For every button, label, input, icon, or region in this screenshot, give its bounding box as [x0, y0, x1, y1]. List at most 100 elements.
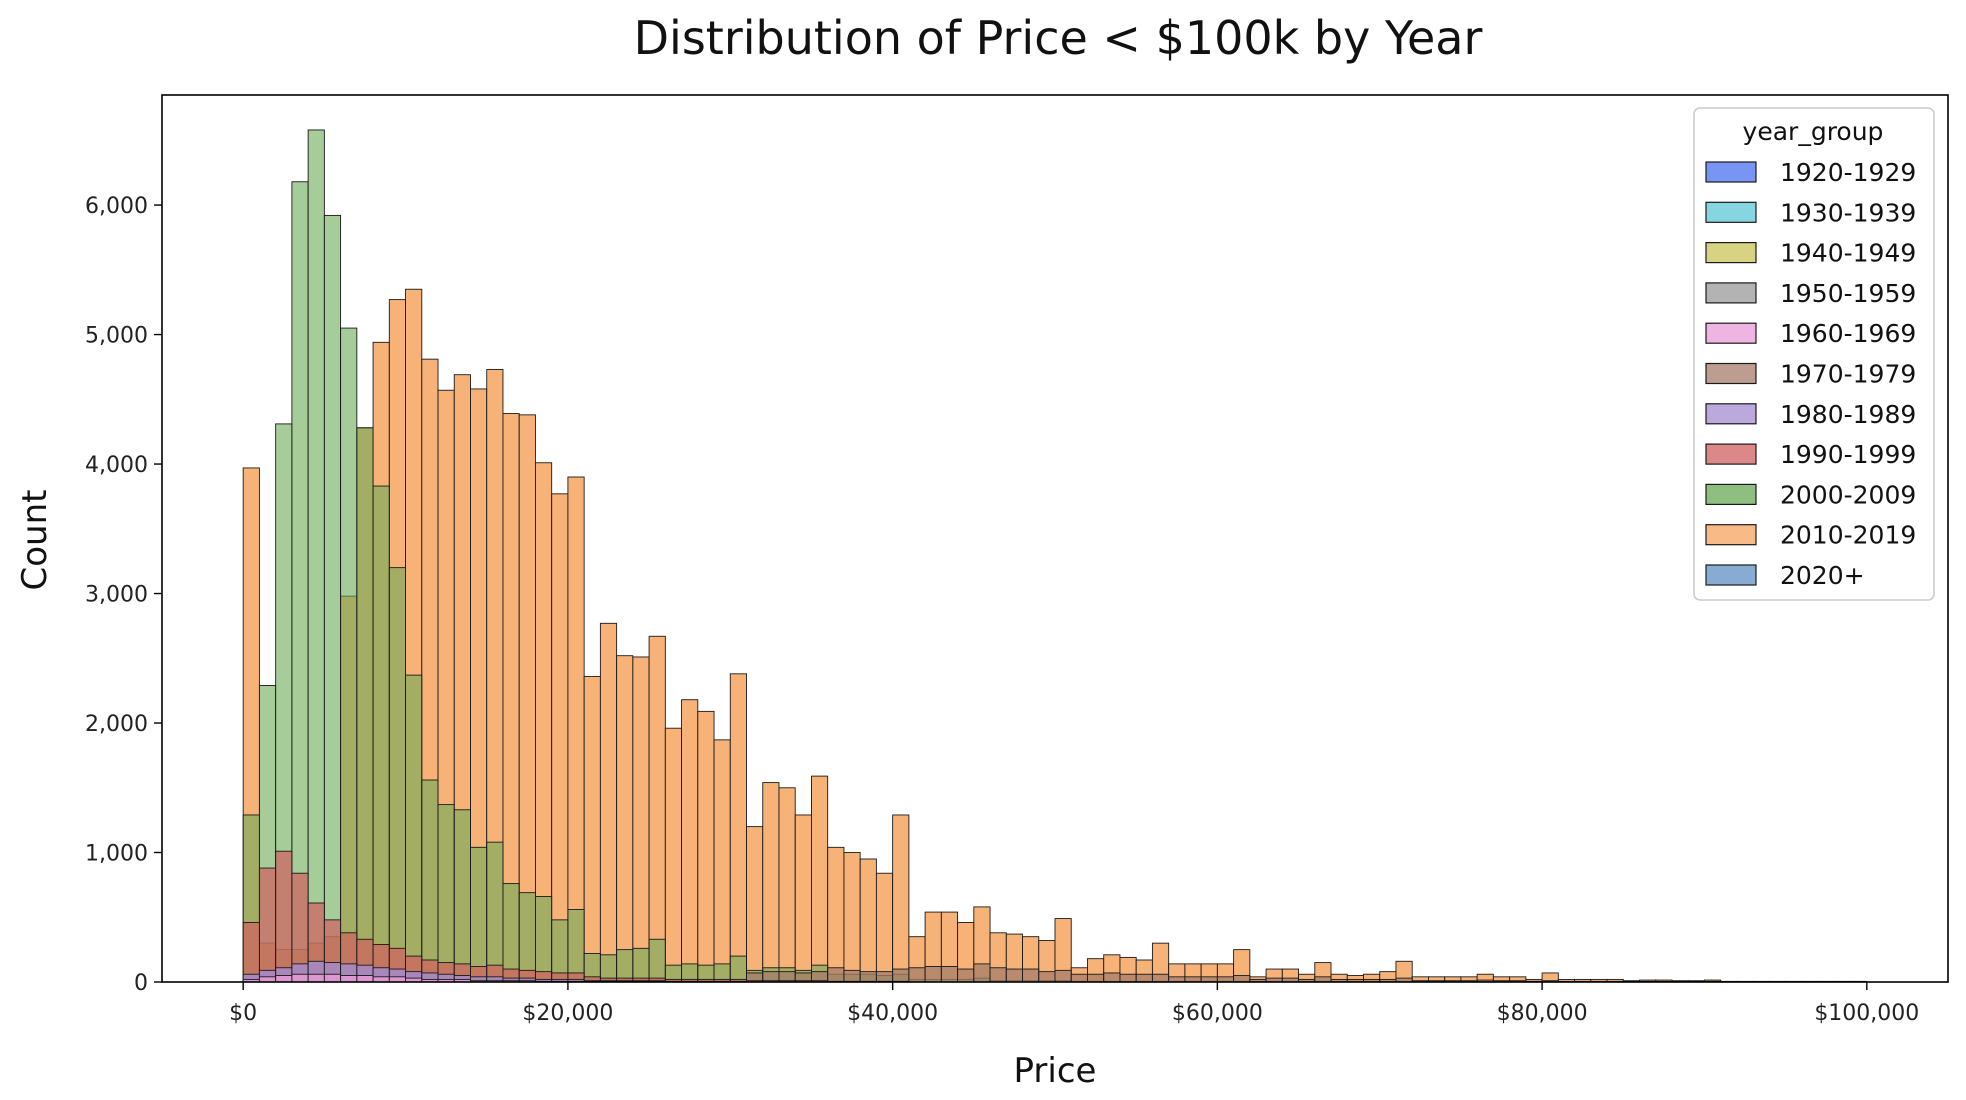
bar — [1087, 973, 1105, 983]
bar — [648, 635, 666, 983]
legend-swatch — [1705, 524, 1757, 546]
bar — [1119, 973, 1137, 983]
legend: year_group 1920-19291930-19391940-194919… — [1693, 107, 1935, 601]
x-axis: $0 $20,000 $40,000 $60,000 $80,000 $100,000 — [229, 982, 1919, 1026]
x-tick-label: $0 — [229, 1001, 257, 1026]
legend-label: 1930-1939 — [1780, 198, 1916, 227]
bar — [323, 973, 342, 983]
bar — [372, 485, 390, 983]
legend-label: 1960-1969 — [1780, 319, 1916, 348]
bar — [388, 567, 406, 983]
bar — [892, 814, 910, 983]
bar — [1054, 969, 1072, 983]
bar — [340, 975, 358, 983]
bar — [437, 804, 455, 983]
bar — [356, 427, 374, 983]
bar — [291, 181, 309, 983]
bar — [762, 782, 780, 983]
bar — [875, 971, 894, 983]
bar — [697, 710, 715, 983]
bar — [453, 809, 471, 983]
legend-label: 1950-1959 — [1780, 279, 1916, 308]
bar — [973, 963, 991, 983]
plot-frame — [161, 94, 1949, 983]
bar — [275, 975, 293, 983]
legend-entry: 2010-2019 — [1705, 521, 1916, 550]
bar — [1022, 968, 1040, 983]
bar — [1038, 971, 1056, 983]
legend-label: 1920-1929 — [1780, 158, 1916, 187]
bar — [1233, 975, 1251, 983]
legend-entry: 1920-1929 — [1705, 158, 1916, 187]
bar — [957, 968, 975, 983]
legend-label: 1990-1999 — [1780, 440, 1916, 469]
bar — [908, 967, 926, 983]
y-tick-label: 3,000 — [85, 583, 148, 608]
series-2000-2009 — [242, 129, 1559, 983]
chart-title: Distribution of Price < $100k by Year — [634, 11, 1483, 65]
bar — [859, 858, 877, 983]
y-tick-label: 0 — [134, 971, 148, 996]
bar — [892, 968, 910, 983]
legend-label: 2010-2019 — [1780, 521, 1916, 550]
legend-entry: 1990-1999 — [1705, 440, 1916, 469]
bar — [567, 476, 585, 983]
legend-swatch — [1705, 201, 1757, 223]
bar — [729, 673, 747, 983]
bar — [258, 867, 277, 983]
bar — [599, 622, 618, 983]
bar — [875, 872, 894, 983]
bar — [859, 971, 877, 983]
bar — [470, 846, 488, 983]
x-tick-label: $60,000 — [1172, 1001, 1263, 1026]
bar — [1103, 972, 1121, 983]
bar — [242, 921, 260, 983]
bar — [405, 674, 423, 983]
y-tick-label: 6,000 — [85, 194, 148, 219]
legend-entries: 1920-1929 1930-1939 1940-1949 1950-1959 1960… — [1705, 158, 1916, 590]
legend-swatch — [1705, 403, 1757, 425]
legend-entry: 2000-2009 — [1705, 480, 1916, 509]
bar — [486, 841, 504, 983]
bar — [827, 967, 845, 983]
bar — [811, 775, 829, 983]
x-tick-label: $20,000 — [522, 1001, 613, 1026]
bar — [340, 327, 358, 983]
legend-swatch — [1705, 282, 1757, 304]
bar — [534, 896, 553, 983]
bar — [551, 493, 569, 983]
legend-label: 1980-1989 — [1780, 400, 1916, 429]
legend-swatch — [1705, 242, 1757, 264]
y-tick-label: 1,000 — [85, 842, 148, 867]
legend-entry: 1950-1959 — [1705, 279, 1916, 308]
x-axis-label: Price — [1014, 1051, 1097, 1091]
bar — [746, 826, 764, 983]
legend-label: 2020+ — [1780, 561, 1865, 590]
bar — [616, 655, 634, 983]
y-axis: 0 1,000 2,000 3,000 4,000 5,000 6,000 — [85, 194, 162, 996]
bar — [567, 909, 585, 983]
legend-entry: 1940-1949 — [1705, 239, 1916, 268]
bar — [1151, 973, 1170, 983]
bar — [778, 787, 796, 983]
bar — [632, 656, 650, 983]
legend-frame — [1693, 107, 1935, 601]
bar — [681, 699, 699, 983]
bar — [989, 967, 1007, 983]
bar — [648, 938, 666, 983]
bar — [502, 883, 520, 983]
bar — [843, 969, 861, 983]
legend-swatch — [1705, 362, 1757, 385]
bar — [307, 129, 325, 983]
legend-label: 1970-1979 — [1780, 360, 1916, 389]
legend-swatch — [1705, 564, 1757, 586]
bar — [616, 949, 634, 983]
legend-entry: 1930-1939 — [1705, 198, 1916, 227]
legend-label: 1940-1949 — [1780, 239, 1916, 268]
bar — [356, 975, 374, 983]
bar — [632, 947, 650, 983]
bar — [664, 727, 683, 983]
bar — [713, 739, 731, 983]
bar — [729, 955, 747, 983]
